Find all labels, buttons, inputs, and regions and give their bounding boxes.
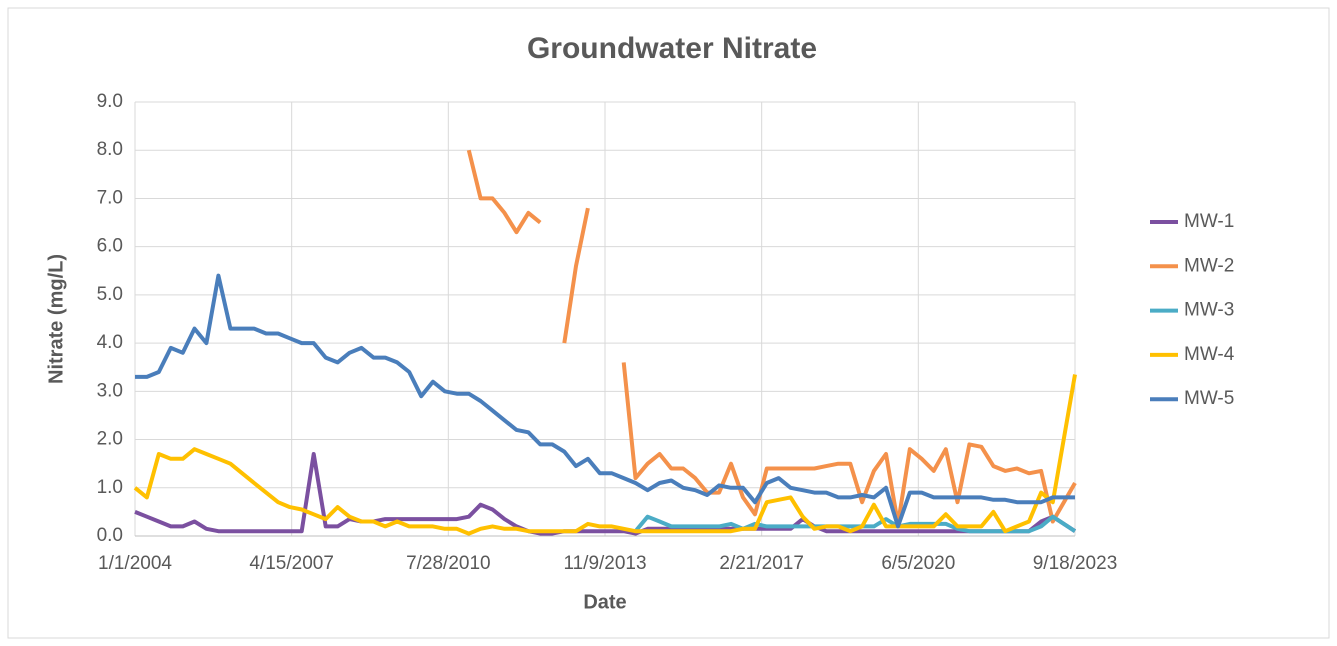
series-line	[133, 374, 1077, 536]
y-tick-label: 7.0	[97, 187, 123, 208]
x-tick-label: 2/21/2017	[719, 553, 804, 574]
x-tick-label: 4/15/2007	[249, 553, 334, 574]
x-tick-label: 9/18/2023	[1033, 553, 1118, 574]
y-axis-label: Nitrate (mg/L)	[45, 254, 67, 384]
y-tick-label: 3.0	[97, 380, 123, 401]
legend-label: MW-3	[1184, 300, 1234, 321]
y-tick-label: 2.0	[97, 429, 123, 450]
y-tick-label: 0.0	[97, 525, 123, 546]
series-line	[466, 149, 1077, 526]
legend-label: MW-2	[1184, 255, 1234, 276]
chart-title: Groundwater Nitrate	[527, 32, 817, 65]
y-tick-label: 9.0	[97, 91, 123, 112]
legend-label: MW-5	[1184, 388, 1234, 409]
y-tick-label: 4.0	[97, 332, 123, 353]
series-line	[135, 273, 1075, 529]
y-tick-label: 1.0	[97, 477, 123, 498]
series-line	[633, 514, 1077, 534]
x-axis-label: Date	[583, 591, 626, 613]
x-tick-label: 11/9/2013	[563, 553, 646, 574]
y-tick-label: 6.0	[97, 236, 123, 257]
x-tick-label: 7/28/2010	[406, 553, 491, 574]
legend-label: MW-4	[1184, 344, 1235, 365]
x-tick-label: 1/1/2004	[98, 553, 172, 574]
series-line	[134, 452, 1077, 536]
legend-label: MW-1	[1184, 211, 1234, 232]
y-tick-label: 5.0	[97, 284, 123, 305]
y-tick-label: 8.0	[97, 139, 123, 160]
x-tick-label: 6/5/2020	[881, 553, 955, 574]
